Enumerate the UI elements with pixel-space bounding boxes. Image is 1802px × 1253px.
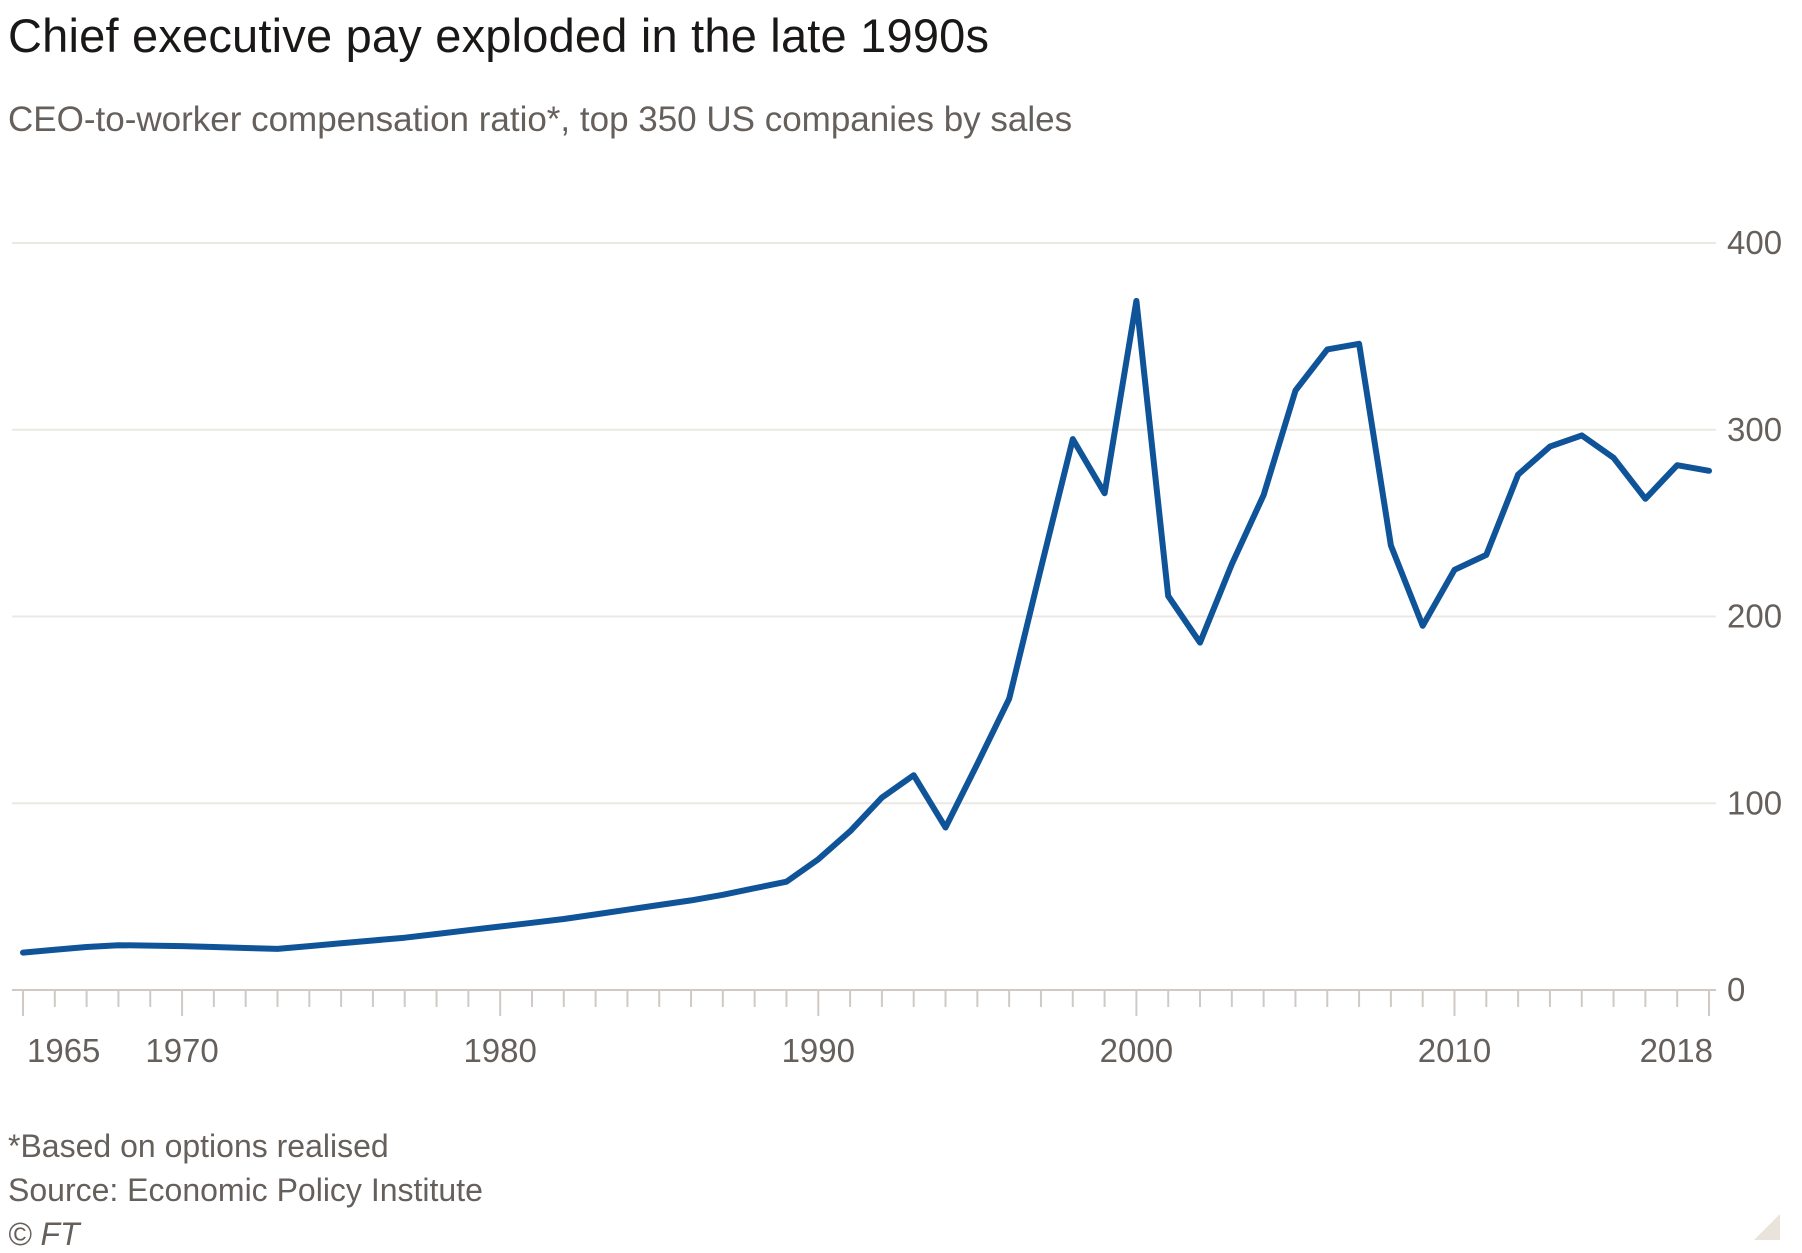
y-tick-label-200: 200 xyxy=(1727,598,1782,635)
footnote: *Based on options realised xyxy=(8,1128,389,1164)
y-tick-label-0: 0 xyxy=(1727,971,1745,1008)
x-tick-label-1970: 1970 xyxy=(145,1032,218,1069)
x-tick-label-1965: 1965 xyxy=(27,1032,100,1069)
y-tick-label-100: 100 xyxy=(1727,784,1782,821)
chart-title: Chief executive pay exploded in the late… xyxy=(8,9,990,62)
series-line-0 xyxy=(20,297,1712,956)
source-note: Source: Economic Policy Institute xyxy=(8,1172,483,1208)
line-chart: 1965 1970 1980 1990 2000 2010 2018 0 100 200 300 4… xyxy=(12,224,1782,1069)
x-tick-label-1990: 1990 xyxy=(782,1032,855,1069)
corner-fold xyxy=(1754,1214,1780,1240)
y-axis-labels: 0 100 200 300 400 xyxy=(1727,224,1782,1008)
gridlines xyxy=(12,242,1716,991)
y-tick-label-300: 300 xyxy=(1727,411,1782,448)
x-tick-label-2018: 2018 xyxy=(1640,1032,1713,1069)
ft-credit: © FT xyxy=(8,1216,80,1252)
y-tick-label-400: 400 xyxy=(1727,224,1782,261)
x-tick-label-2000: 2000 xyxy=(1100,1032,1173,1069)
x-tick-label-1980: 1980 xyxy=(463,1032,536,1069)
x-axis-labels: 1965 1970 1980 1990 2000 2010 2018 xyxy=(27,1032,1713,1069)
chart-subtitle: CEO-to-worker compensation ratio*, top 3… xyxy=(8,100,1073,139)
series-layer xyxy=(20,297,1712,956)
x-axis-ticks xyxy=(22,990,1710,1016)
x-tick-label-2010: 2010 xyxy=(1418,1032,1491,1069)
